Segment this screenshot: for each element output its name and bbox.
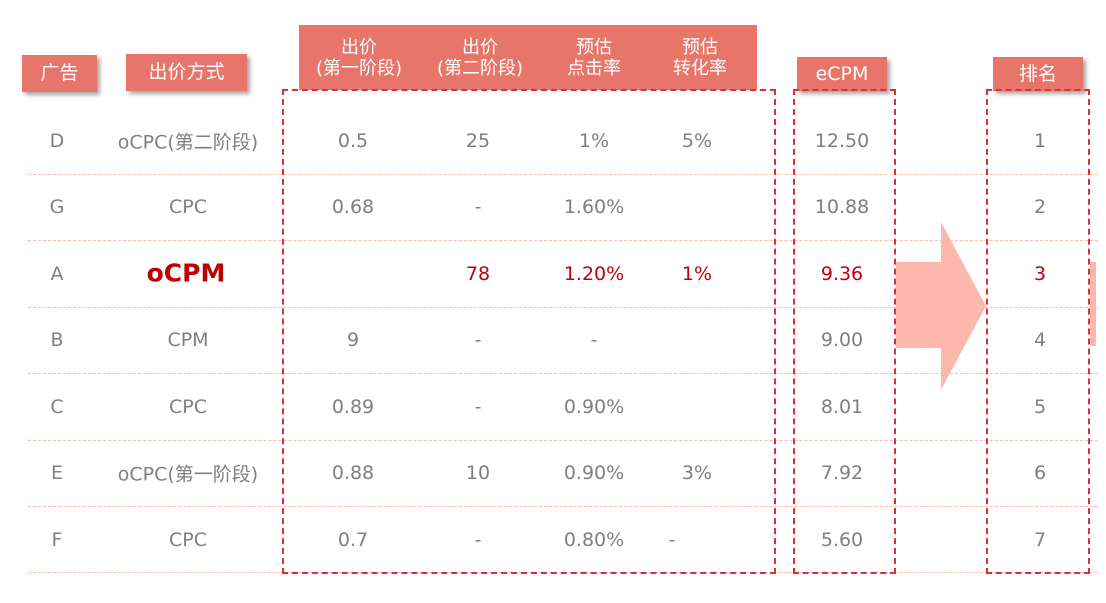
- rank-box: [986, 89, 1090, 574]
- cell-cvr: 1%: [681, 263, 713, 285]
- cell-bid1: 0.7: [337, 529, 369, 551]
- cell-ctr: 0.90%: [563, 462, 625, 484]
- cell-cvr: -: [668, 529, 676, 551]
- bid-params-box: [282, 89, 776, 574]
- header-est-ctr-line2: 点击率: [567, 57, 621, 79]
- cell-ctr: 0.90%: [563, 396, 625, 418]
- ecpm-box: [793, 89, 896, 574]
- header-est-cvr-line2: 转化率: [673, 57, 727, 79]
- cell-bid1: 0.68: [331, 196, 375, 218]
- cell-ctr: 0.80%: [563, 529, 625, 551]
- cell-ad: E: [50, 462, 64, 484]
- row-separator: [28, 240, 1098, 241]
- cell-method: oCPC(第一阶段): [117, 463, 259, 486]
- cell-bid2: 78: [465, 263, 491, 285]
- header-est-ctr: 预估 点击率: [541, 25, 647, 90]
- header-rank-label: 排名: [1018, 62, 1057, 85]
- header-ecpm-label: eCPM: [815, 62, 869, 85]
- cell-ctr: 1%: [578, 130, 610, 152]
- header-bid-stage1-line2: (第一阶段): [315, 57, 403, 79]
- cell-bid1: 9: [346, 329, 360, 351]
- cell-ctr: 1.20%: [563, 263, 625, 285]
- header-bid-group: 出价 (第一阶段) 出价 (第二阶段) 预估 点击率 预估 转化率: [299, 25, 757, 90]
- header-bid-stage2: 出价 (第二阶段): [419, 25, 541, 90]
- cell-cvr: 5%: [681, 130, 713, 152]
- cell-method-highlight: oCPM: [146, 258, 226, 288]
- header-rank: 排名: [993, 57, 1083, 91]
- header-ad: 广告: [22, 55, 97, 92]
- cell-rank: 3: [1033, 263, 1047, 285]
- cell-rank: 4: [1033, 329, 1047, 351]
- header-ad-label: 广告: [40, 62, 79, 85]
- cell-rank: 1: [1033, 130, 1047, 152]
- header-ecpm: eCPM: [797, 57, 887, 91]
- row-separator: [28, 440, 1098, 441]
- row-separator: [28, 373, 1098, 374]
- cell-bid1: 0.88: [331, 462, 375, 484]
- header-est-ctr-line1: 预估: [576, 36, 612, 58]
- cell-ctr: 1.60%: [563, 196, 625, 218]
- cell-bid2: 25: [465, 130, 491, 152]
- arrow-fragment-right-edge: [1090, 262, 1096, 346]
- cell-ad: C: [50, 396, 64, 418]
- cell-ecpm: 9.36: [820, 263, 864, 285]
- header-bid-stage2-line1: 出价: [462, 36, 498, 58]
- cell-rank: 7: [1033, 529, 1047, 551]
- cell-rank: 6: [1033, 462, 1047, 484]
- cell-rank: 5: [1033, 396, 1047, 418]
- cell-ecpm: 7.92: [820, 462, 864, 484]
- cell-ecpm: 5.60: [820, 529, 864, 551]
- cell-ad: B: [50, 329, 64, 351]
- cell-bid1: 0.89: [331, 396, 375, 418]
- cell-ctr: -: [590, 329, 598, 351]
- cell-bid2: -: [474, 396, 482, 418]
- header-bid-stage1: 出价 (第一阶段): [299, 25, 419, 90]
- cell-bid2: 10: [465, 462, 491, 484]
- cell-ad: A: [50, 263, 64, 285]
- cell-method: CPC: [169, 529, 207, 551]
- cell-method: CPM: [167, 329, 209, 351]
- header-bid-method-label: 出价方式: [148, 61, 225, 84]
- cell-ecpm: 10.88: [814, 196, 870, 218]
- cell-bid2: -: [474, 329, 482, 351]
- row-separator: [28, 174, 1098, 175]
- cell-bid1: 0.5: [337, 130, 369, 152]
- arrow-right-icon: [896, 222, 986, 390]
- header-est-cvr: 预估 转化率: [647, 25, 753, 90]
- cell-ad: G: [49, 196, 65, 218]
- cell-ecpm: 8.01: [820, 396, 864, 418]
- cell-method: oCPC(第二阶段): [117, 131, 259, 154]
- cell-bid2: -: [474, 196, 482, 218]
- row-separator: [28, 506, 1098, 507]
- row-separator: [28, 307, 1098, 308]
- cell-ad: F: [51, 529, 63, 551]
- cell-rank: 2: [1033, 196, 1047, 218]
- cell-method: CPC: [169, 196, 207, 218]
- header-est-cvr-line1: 预估: [682, 36, 718, 58]
- header-bid-stage1-line1: 出价: [341, 36, 377, 58]
- cell-method: CPC: [169, 396, 207, 418]
- cell-cvr: 3%: [681, 462, 713, 484]
- cell-ad: D: [49, 130, 65, 152]
- header-bid-stage2-line2: (第二阶段): [436, 57, 524, 79]
- cell-ecpm: 9.00: [820, 329, 864, 351]
- header-bid-method: 出价方式: [126, 54, 247, 91]
- cell-bid2: -: [474, 529, 482, 551]
- cell-ecpm: 12.50: [814, 130, 870, 152]
